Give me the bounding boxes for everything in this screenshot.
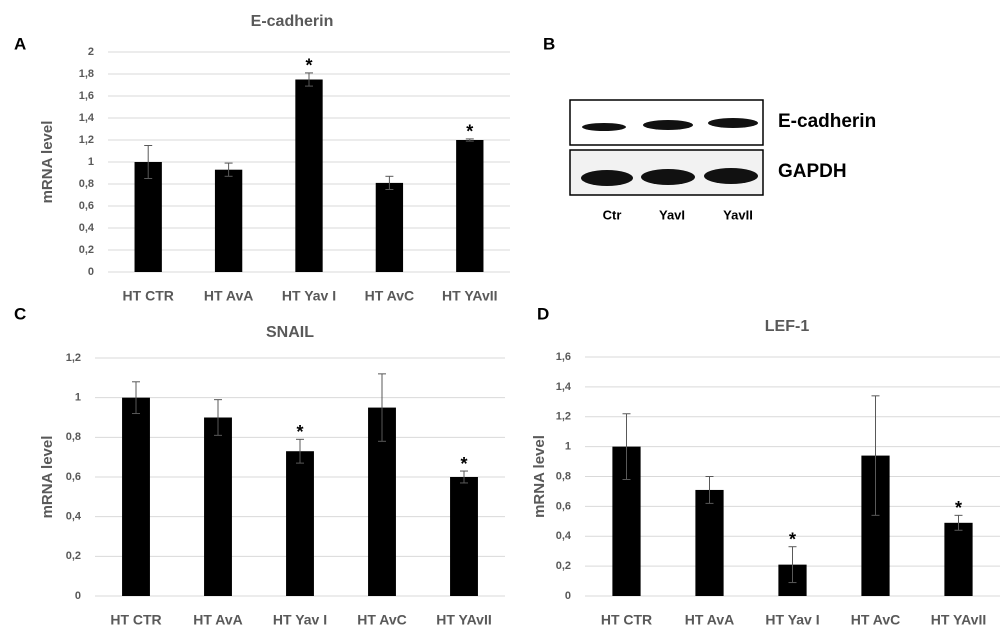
error-bar [460, 470, 468, 484]
y-tick-label: 0,8 [79, 178, 94, 190]
y-tick-label: 0,2 [79, 244, 94, 256]
y-tick-label: 1,4 [556, 381, 572, 393]
y-tick-label: 1,4 [79, 112, 95, 124]
x-tick-label: HT AvA [685, 612, 735, 628]
y-tick-label: 1,6 [556, 351, 571, 363]
y-tick-label: 1,2 [66, 352, 81, 364]
chart-title: E-cadherin [251, 13, 334, 30]
error-bar [305, 72, 313, 87]
y-axis-label: mRNA level [39, 436, 56, 519]
y-tick-label: 0,6 [66, 471, 81, 483]
y-tick-label: 1 [88, 156, 94, 168]
chart-title: LEF-1 [765, 318, 810, 335]
y-tick-label: 0,2 [66, 550, 81, 562]
band-label: GAPDH [778, 161, 847, 182]
blot-panel: B E-cadherin GAPDH Ctr YavI YavII [543, 34, 876, 222]
x-tick-label: HT YAvII [442, 288, 498, 304]
significance-mark: * [296, 422, 303, 442]
y-tick-label: 0 [565, 590, 571, 602]
y-tick-label: 0 [75, 590, 81, 602]
blot-band [708, 118, 758, 128]
y-tick-label: 1 [75, 392, 81, 404]
y-axis-label: mRNA level [39, 121, 56, 204]
y-tick-label: 1,8 [79, 68, 94, 80]
y-tick-label: 1,2 [556, 411, 571, 423]
x-tick-label: HT AvA [204, 288, 254, 304]
x-tick-label: HT Yav I [282, 288, 336, 304]
x-tick-label: HT CTR [123, 288, 174, 304]
y-tick-label: 0,6 [79, 200, 94, 212]
significance-mark: * [305, 56, 312, 76]
bar [134, 162, 162, 272]
chart-title: SNAIL [266, 324, 314, 341]
y-tick-label: 0,4 [79, 222, 95, 234]
x-tick-label: HT Yav I [273, 612, 327, 628]
significance-mark: * [955, 498, 962, 518]
bar [122, 397, 150, 596]
bar [944, 522, 973, 596]
blot-band [643, 120, 693, 130]
lane-label: YavI [659, 207, 685, 222]
lane-label: Ctr [603, 207, 622, 222]
error-bar [144, 145, 153, 179]
error-bar [385, 175, 394, 190]
error-bar [705, 476, 714, 504]
y-tick-label: 1 [565, 441, 571, 453]
error-bar [296, 438, 304, 464]
y-tick-label: 2 [88, 46, 94, 58]
x-tick-label: HT CTR [110, 612, 161, 628]
band-label: E-cadherin [778, 111, 876, 132]
blot-band [581, 170, 633, 186]
error-bar [465, 138, 474, 142]
bar [450, 477, 478, 596]
x-tick-label: HT CTR [601, 612, 652, 628]
lane-label: YavII [723, 207, 753, 222]
blot-band [582, 123, 626, 131]
error-bar [954, 514, 963, 531]
blot-band [641, 169, 695, 185]
error-bar [378, 373, 386, 442]
y-axis-label: mRNA level [531, 435, 548, 518]
significance-mark: * [466, 122, 473, 142]
panel-label: D [537, 304, 549, 323]
x-tick-label: HT AvC [357, 612, 407, 628]
y-tick-label: 1,2 [79, 134, 94, 146]
y-tick-label: 0,8 [556, 470, 571, 482]
x-tick-label: HT YAvII [931, 612, 987, 628]
panel-label: B [543, 34, 555, 53]
y-tick-label: 0,8 [66, 431, 81, 443]
x-tick-label: HT YAvII [436, 612, 492, 628]
bar [204, 417, 232, 596]
blot-band [704, 168, 758, 184]
x-tick-label: HT AvA [193, 612, 243, 628]
y-tick-label: 0 [88, 266, 94, 278]
y-tick-label: 1,6 [79, 90, 94, 102]
error-bar [224, 162, 233, 177]
error-bar [132, 381, 140, 415]
error-bar [788, 546, 797, 584]
y-tick-label: 0,6 [556, 500, 571, 512]
y-tick-label: 0,2 [556, 560, 571, 572]
bar [456, 140, 484, 272]
significance-mark: * [460, 454, 467, 474]
bar [295, 79, 323, 272]
x-tick-label: HT AvC [851, 612, 901, 628]
significance-mark: * [789, 529, 796, 549]
error-bar [214, 399, 222, 436]
bar [375, 182, 404, 272]
bar [695, 489, 724, 596]
error-bar [871, 395, 880, 516]
panel-label: A [14, 34, 26, 53]
error-bar [622, 413, 631, 480]
bar [286, 451, 314, 596]
y-tick-label: 0,4 [556, 530, 572, 542]
y-tick-label: 0,4 [66, 511, 82, 523]
x-tick-label: HT Yav I [765, 612, 819, 628]
panel-label: C [14, 304, 26, 323]
bar [214, 169, 243, 272]
x-tick-label: HT AvC [365, 288, 415, 304]
